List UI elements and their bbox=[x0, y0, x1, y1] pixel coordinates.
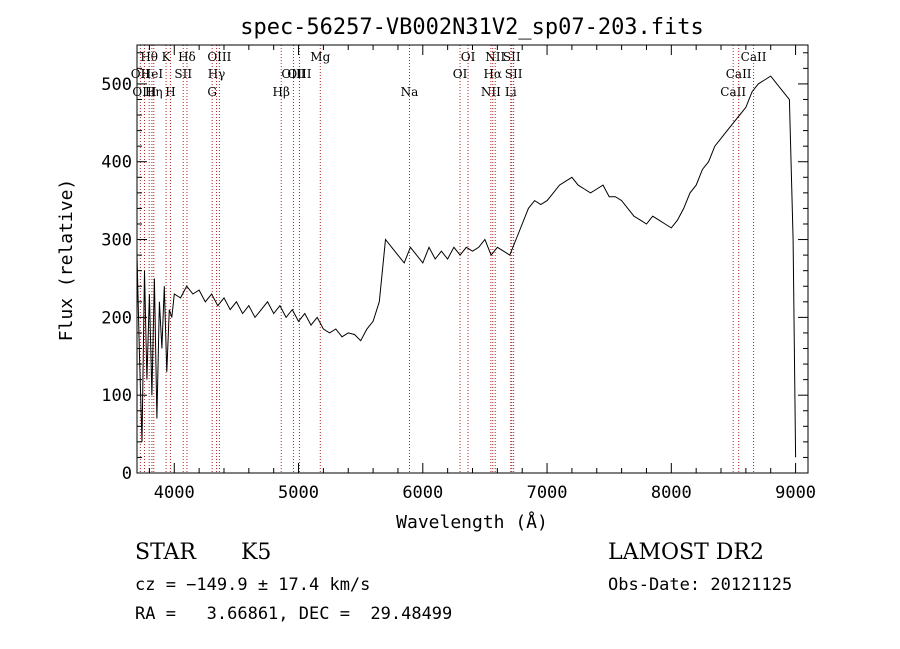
line-marker-label: H bbox=[165, 85, 175, 99]
line-marker-label: Hα bbox=[483, 67, 502, 81]
y-tick-label: 200 bbox=[101, 308, 132, 328]
line-marker-label: Hδ bbox=[178, 50, 196, 64]
line-marker-label: SII bbox=[174, 67, 192, 81]
y-tick-label: 500 bbox=[101, 75, 132, 95]
line-marker-label: OII bbox=[131, 67, 151, 81]
y-axis-label: Flux (relative) bbox=[56, 179, 77, 342]
line-marker-label: HeI bbox=[141, 67, 164, 81]
line-marker-label: OIII bbox=[281, 67, 305, 81]
x-tick-label: 4000 bbox=[154, 483, 195, 503]
line-marker-label: CaII bbox=[741, 50, 767, 64]
y-tick-label: 0 bbox=[122, 464, 132, 484]
line-marker-label: CaII bbox=[720, 85, 746, 99]
line-marker-label: Hγ bbox=[208, 67, 226, 81]
y-tick-label: 400 bbox=[101, 153, 132, 173]
x-tick-label: 7000 bbox=[527, 483, 568, 503]
line-marker-label: Na bbox=[401, 85, 419, 99]
chart-title: spec-56257-VB002N31V2_sp07-203.fits bbox=[240, 15, 704, 40]
line-marker-label: Hη bbox=[145, 85, 163, 99]
line-marker-label: OI bbox=[461, 50, 476, 64]
spectrum-line bbox=[136, 75, 797, 458]
line-marker-label: OIII bbox=[207, 50, 231, 64]
line-marker-label: OIII bbox=[287, 67, 311, 81]
survey-name: LAMOST DR2 bbox=[608, 540, 764, 565]
line-marker-label: NII bbox=[481, 85, 501, 99]
object-type: STAR bbox=[135, 540, 196, 565]
line-marker-label: G bbox=[207, 85, 217, 99]
line-marker-label: NII bbox=[485, 50, 505, 64]
line-marker-label: SII bbox=[505, 67, 523, 81]
line-marker-label: CaII bbox=[726, 67, 752, 81]
line-marker-label: K bbox=[162, 50, 172, 64]
velocity-readout: cz = −149.9 ± 17.4 km/s bbox=[135, 575, 371, 595]
y-axis: 0 100 200 300 400 500 bbox=[101, 52, 808, 484]
x-tick-label: 6000 bbox=[402, 483, 443, 503]
observation-date: Obs-Date: 20121125 bbox=[608, 575, 793, 595]
line-marker-label: Hθ bbox=[140, 50, 158, 64]
line-marker-label: OI bbox=[453, 67, 468, 81]
y-tick-label: 100 bbox=[101, 386, 132, 406]
line-marker-label: SII bbox=[503, 50, 521, 64]
x-tick-label: 5000 bbox=[278, 483, 319, 503]
x-axis-label: Wavelength (Å) bbox=[396, 511, 548, 533]
x-tick-label: 8000 bbox=[651, 483, 692, 503]
line-marker-label: OIII bbox=[132, 85, 156, 99]
line-marker-label: Hβ bbox=[273, 85, 290, 99]
x-tick-label: 9000 bbox=[775, 483, 816, 503]
subclass: K5 bbox=[241, 540, 272, 565]
line-marker-label: Li bbox=[505, 85, 517, 99]
plot-frame bbox=[136, 44, 809, 474]
line-marker-label: Mg bbox=[310, 50, 330, 64]
coordinates-readout: RA = 3.66861, DEC = 29.48499 bbox=[135, 604, 453, 624]
y-tick-label: 300 bbox=[101, 231, 132, 251]
x-axis: 4000 5000 6000 7000 8000 9000 bbox=[148, 45, 816, 503]
